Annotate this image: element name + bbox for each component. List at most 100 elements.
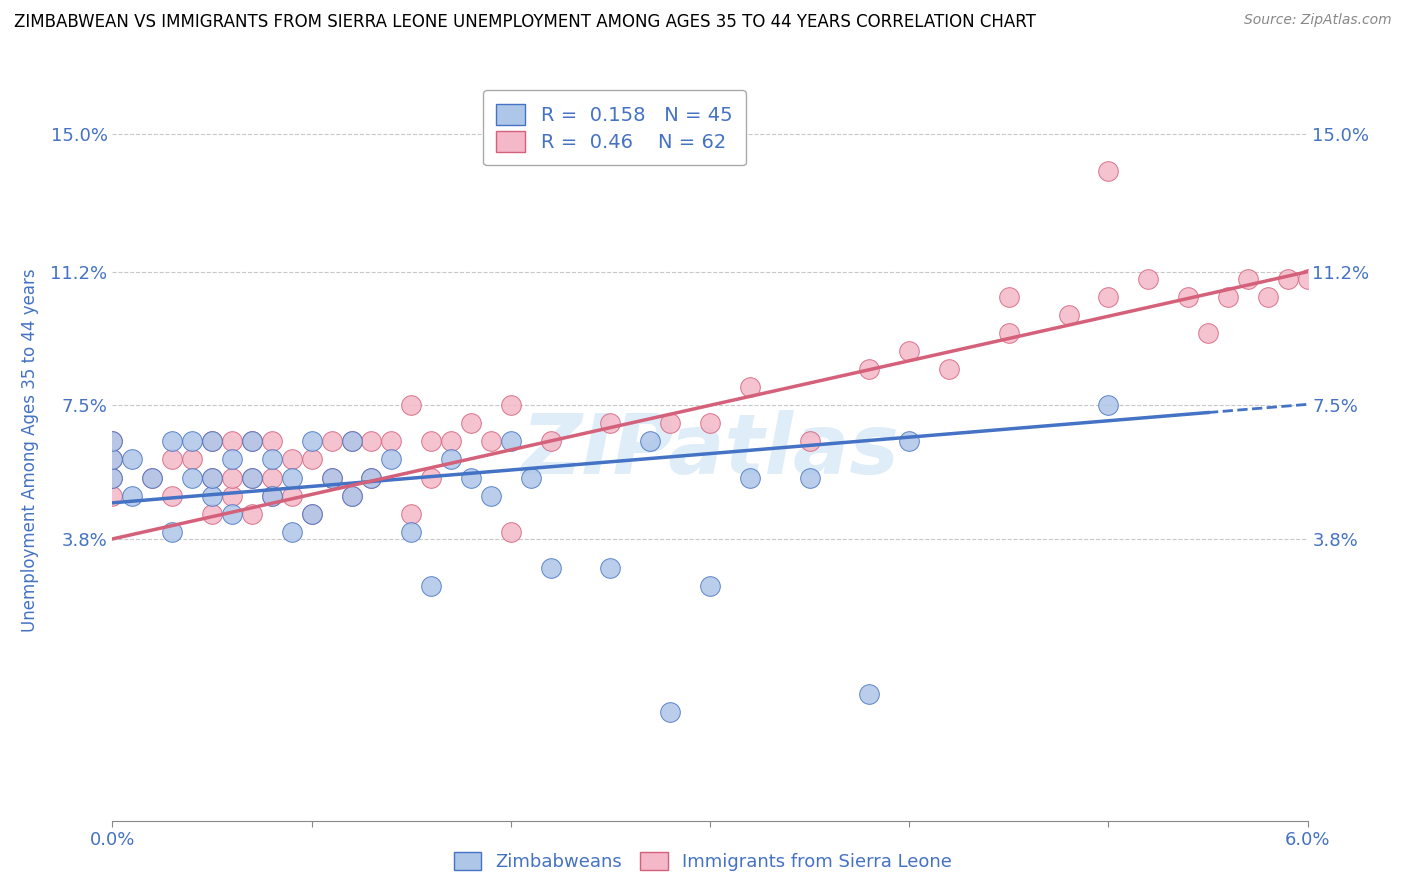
Point [360,434,382,449]
Point [260,489,283,503]
Point [181,434,204,449]
Point [360,470,382,484]
Point [1097,290,1119,304]
Point [101,470,124,484]
Point [240,470,263,484]
Point [380,434,402,449]
Point [420,470,443,484]
Point [420,434,443,449]
Point [420,579,443,593]
Point [401,507,423,521]
Legend: Zimbabweans, Immigrants from Sierra Leone: Zimbabweans, Immigrants from Sierra Leon… [447,845,959,879]
Text: ZIPatlas: ZIPatlas [522,410,898,491]
Point [1057,308,1080,322]
Text: Source: ZipAtlas.com: Source: ZipAtlas.com [1244,13,1392,28]
Point [301,452,323,467]
Point [898,344,921,359]
Point [121,452,143,467]
Point [201,434,224,449]
Point [221,470,243,484]
Point [1137,272,1160,286]
Point [221,452,243,467]
Point [738,380,761,394]
Point [281,470,304,484]
Point [460,470,482,484]
Point [380,452,402,467]
Point [141,470,163,484]
Point [260,489,283,503]
Point [240,470,263,484]
Point [162,524,183,539]
Point [101,452,124,467]
Point [1216,290,1239,304]
Point [281,452,304,467]
Point [340,489,363,503]
Point [499,398,522,412]
Point [162,434,183,449]
Point [260,434,283,449]
Point [181,470,204,484]
Point [101,434,124,449]
Point [340,434,363,449]
Point [240,434,263,449]
Point [201,470,224,484]
Point [321,470,343,484]
Point [479,434,502,449]
Point [659,417,682,431]
Point [738,470,761,484]
Point [301,507,323,521]
Point [799,470,821,484]
Point [360,470,382,484]
Point [440,434,463,449]
Point [260,470,283,484]
Point [240,434,263,449]
Point [281,524,304,539]
Point [659,706,682,720]
Point [121,489,143,503]
Point [340,434,363,449]
Point [460,417,482,431]
Point [440,452,463,467]
Point [898,434,921,449]
Point [858,362,880,376]
Point [599,561,621,575]
Point [1097,163,1119,178]
Point [640,434,662,449]
Point [401,398,423,412]
Point [1296,272,1319,286]
Text: ZIMBABWEAN VS IMMIGRANTS FROM SIERRA LEONE UNEMPLOYMENT AMONG AGES 35 TO 44 YEAR: ZIMBABWEAN VS IMMIGRANTS FROM SIERRA LEO… [14,13,1036,31]
Point [201,507,224,521]
Point [201,470,224,484]
Point [281,489,304,503]
Point [938,362,960,376]
Point [540,434,562,449]
Point [998,290,1021,304]
Point [1257,290,1279,304]
Point [301,507,323,521]
Point [221,507,243,521]
Point [499,434,522,449]
Point [340,489,363,503]
Point [401,524,423,539]
Point [181,452,204,467]
Point [858,687,880,701]
Point [699,579,721,593]
Point [260,452,283,467]
Point [998,326,1021,340]
Point [599,417,621,431]
Point [101,470,124,484]
Point [1197,326,1219,340]
Point [499,524,522,539]
Point [201,434,224,449]
Point [141,470,163,484]
Point [321,470,343,484]
Point [240,507,263,521]
Point [101,434,124,449]
Point [699,417,721,431]
Point [479,489,502,503]
Point [101,452,124,467]
Point [1277,272,1299,286]
Point [301,434,323,449]
Point [520,470,543,484]
Point [540,561,562,575]
